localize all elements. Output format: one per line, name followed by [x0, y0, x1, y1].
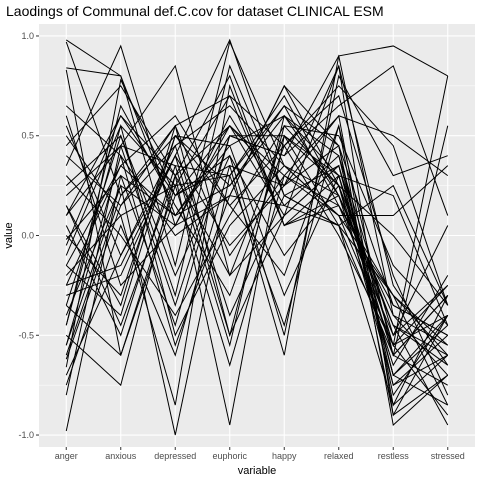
- x-tick-label-stressed: stressed: [431, 451, 465, 461]
- x-axis-title: variable: [238, 465, 277, 477]
- y-axis-ticks: -1.0 -0.5 0.0 0.5 1.0: [18, 31, 39, 440]
- series-line-41: [65, 125, 449, 357]
- series-line-28: [65, 114, 449, 396]
- series-line-34: [65, 85, 449, 356]
- y-tick-label: 0.5: [21, 131, 34, 141]
- x-tick-label-restless: restless: [378, 451, 410, 461]
- series-line-42: [66, 64, 449, 366]
- series-line-23: [65, 84, 449, 366]
- series-line-43: [65, 135, 449, 377]
- series-lines: [65, 38, 449, 436]
- x-tick-label-happy: happy: [272, 451, 297, 461]
- y-tick-label: 0.0: [21, 231, 34, 241]
- series-line-38: [65, 105, 449, 417]
- x-tick-label-anger: anger: [55, 451, 78, 461]
- series-line-31: [65, 125, 449, 326]
- series-line-11: [65, 45, 448, 356]
- x-tick-label-anxious: anxious: [105, 451, 137, 461]
- minor-gridlines: [39, 85, 475, 386]
- series-line-33: [65, 114, 449, 337]
- x-tick-label-relaxed: relaxed: [324, 451, 354, 461]
- x-tick-label-depressed: depressed: [154, 451, 196, 461]
- series-line-44: [65, 184, 449, 346]
- series-line-25: [65, 74, 448, 368]
- series-line-6: [65, 38, 449, 356]
- chart-title: Laodings of Communal def.C.cov for datas…: [6, 3, 384, 19]
- x-tick-label-euphoric: euphoric: [212, 451, 247, 461]
- y-axis-title: value: [3, 222, 15, 248]
- series-line-14: [65, 124, 449, 367]
- series-line-30: [65, 135, 448, 386]
- y-tick-label: -1.0: [18, 430, 34, 440]
- x-axis-ticks: anger anxious depressed euphoric happy relaxe…: [55, 447, 465, 461]
- y-tick-label: -0.5: [18, 330, 34, 340]
- series-line-40: [65, 123, 449, 337]
- series-line-39: [65, 74, 449, 376]
- y-tick-label: 1.0: [21, 31, 34, 41]
